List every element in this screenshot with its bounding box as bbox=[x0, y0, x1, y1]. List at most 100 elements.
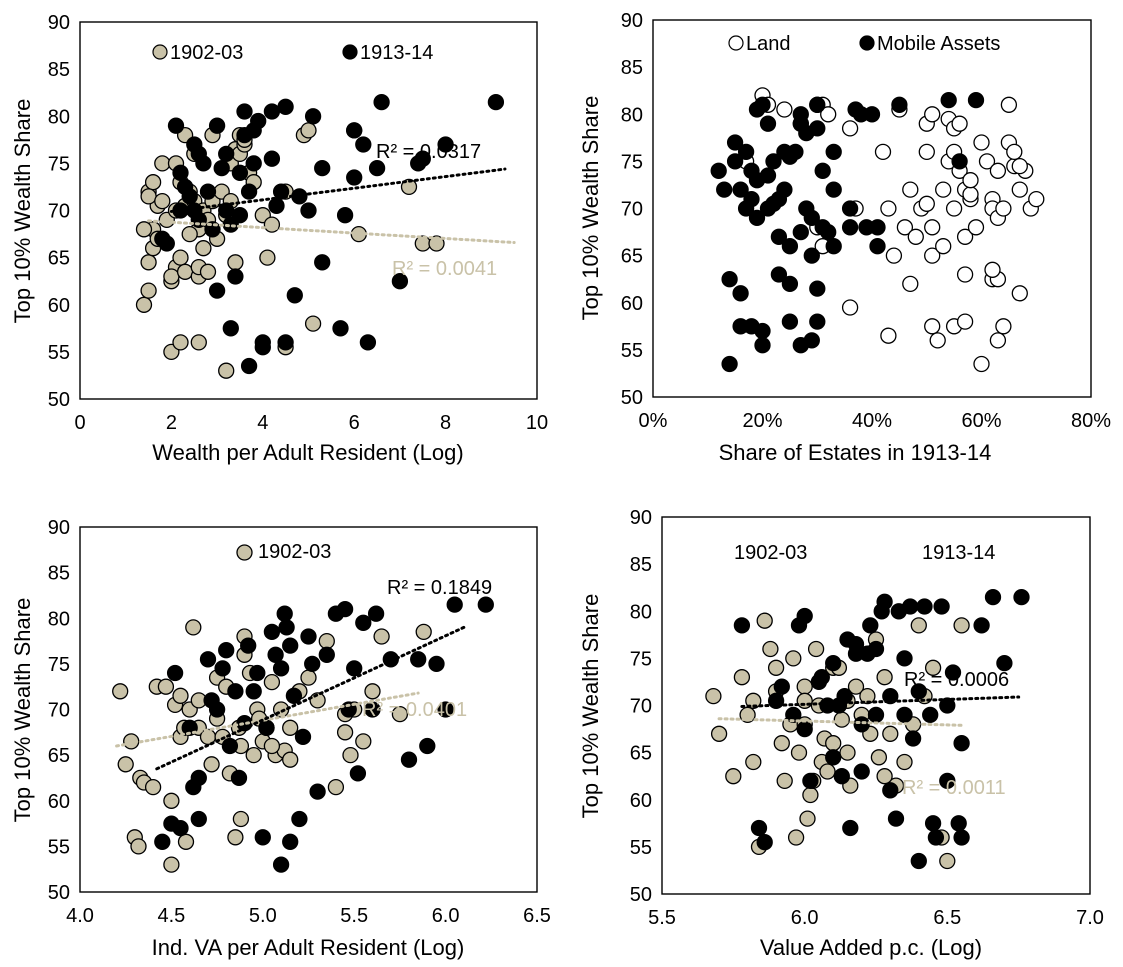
data-point bbox=[208, 282, 226, 299]
data-point bbox=[154, 155, 171, 172]
data-point bbox=[236, 544, 253, 561]
data-point bbox=[318, 632, 335, 650]
x-axis-title: Value Added p.c. (Log) bbox=[760, 935, 982, 960]
data-point bbox=[195, 240, 212, 257]
y-tick-label: 90 bbox=[48, 517, 70, 539]
y-tick-label: 55 bbox=[621, 340, 643, 362]
data-point bbox=[973, 355, 990, 373]
data-point bbox=[263, 103, 281, 120]
data-point bbox=[349, 765, 367, 782]
data-point bbox=[245, 683, 262, 700]
x-tick-label: 6.5 bbox=[523, 905, 551, 927]
chart-panel-2: 50 55 60 65 70 75 80 85 90 0% 20% 40% 60% 80% Land M… bbox=[578, 10, 1111, 465]
data-point bbox=[859, 687, 876, 705]
data-point bbox=[765, 153, 782, 170]
data-point bbox=[803, 332, 820, 349]
data-point bbox=[428, 235, 445, 252]
y-tick-label: 80 bbox=[630, 601, 652, 623]
data-point bbox=[208, 701, 226, 718]
data-point bbox=[819, 763, 836, 780]
data-point bbox=[896, 706, 913, 724]
data-point bbox=[135, 221, 153, 238]
data-point bbox=[208, 117, 226, 134]
data-point bbox=[924, 318, 941, 335]
data-point bbox=[158, 235, 175, 252]
trend-line bbox=[169, 167, 507, 213]
data-point bbox=[227, 254, 244, 271]
data-point bbox=[825, 238, 842, 255]
data-point bbox=[756, 834, 773, 851]
x-tick-label: 6.0 bbox=[791, 907, 819, 929]
legend-label-1902: 1902-03 bbox=[734, 542, 807, 564]
data-point bbox=[953, 617, 970, 634]
data-point bbox=[876, 768, 893, 785]
x-tick-label: 60% bbox=[961, 410, 1001, 432]
data-point bbox=[796, 692, 813, 709]
y-tick-label: 60 bbox=[48, 791, 70, 813]
data-point bbox=[953, 829, 970, 846]
y-tick-label: 70 bbox=[621, 199, 643, 221]
y-tick-label: 75 bbox=[48, 153, 70, 175]
data-point bbox=[263, 216, 281, 233]
data-point bbox=[880, 327, 897, 344]
data-point bbox=[172, 164, 189, 181]
x-axis-title: Wealth per Adult Resident (Log) bbox=[152, 440, 463, 465]
legend: 1902-03 bbox=[258, 541, 331, 563]
data-point bbox=[1013, 588, 1030, 606]
x-tick-label: 6.0 bbox=[432, 905, 460, 927]
data-point bbox=[391, 705, 409, 723]
legend-label-mobile: Mobile Assets bbox=[877, 33, 1000, 55]
chart-panel-4: 50 55 60 65 70 75 80 85 90 5.5 6.0 6.5 7.0 1902-03 … bbox=[578, 507, 1104, 960]
data-point bbox=[227, 268, 244, 285]
data-point bbox=[166, 664, 184, 682]
data-point bbox=[956, 266, 974, 283]
data-point bbox=[140, 254, 157, 271]
data-point bbox=[951, 153, 968, 170]
y-tick-label: 80 bbox=[48, 106, 70, 128]
r2-label-1913: R² = 0.0006 bbox=[904, 669, 1009, 691]
data-point bbox=[231, 164, 249, 181]
data-point bbox=[995, 318, 1012, 335]
legend-label-1913: 1913-14 bbox=[922, 542, 995, 564]
trend-line bbox=[147, 219, 516, 245]
data-point bbox=[876, 593, 893, 610]
y-tick-label: 60 bbox=[630, 790, 652, 812]
data-point bbox=[446, 596, 463, 613]
data-point bbox=[867, 640, 885, 658]
y-tick-label: 90 bbox=[48, 12, 70, 34]
data-point bbox=[825, 735, 842, 752]
data-point bbox=[428, 655, 445, 673]
plot-frame bbox=[79, 526, 538, 893]
data-point bbox=[754, 322, 771, 340]
y-tick-label: 85 bbox=[48, 59, 70, 81]
x-tick-label: 4.5 bbox=[157, 905, 185, 927]
data-point bbox=[181, 225, 198, 243]
trend-line bbox=[115, 691, 420, 748]
data-point bbox=[876, 669, 893, 686]
y-axis-title: Top 10% Wealth Share bbox=[10, 598, 35, 823]
data-point bbox=[285, 687, 303, 704]
data-point bbox=[227, 683, 244, 700]
data-point bbox=[902, 598, 919, 615]
x-tick-labels: 4.0 4.5 5.0 5.5 6.0 6.5 bbox=[66, 905, 551, 927]
data-point bbox=[781, 275, 799, 293]
data-point bbox=[776, 772, 793, 790]
data-point bbox=[962, 186, 979, 203]
data-point bbox=[967, 91, 985, 109]
data-point bbox=[973, 617, 990, 634]
data-point bbox=[792, 223, 809, 241]
data-point bbox=[726, 153, 744, 170]
y-tick-label: 60 bbox=[621, 293, 643, 315]
x-tick-label: 20% bbox=[742, 410, 782, 432]
y-tick-labels: 50 55 60 65 70 75 80 85 90 bbox=[48, 517, 70, 904]
data-point bbox=[190, 334, 207, 351]
data-point bbox=[373, 93, 390, 111]
data-point bbox=[218, 362, 235, 379]
data-point bbox=[318, 646, 335, 663]
data-point bbox=[880, 200, 897, 217]
data-point bbox=[487, 93, 505, 111]
data-point bbox=[973, 134, 990, 151]
trend-lines bbox=[717, 695, 1021, 727]
data-point bbox=[902, 181, 919, 198]
data-point bbox=[933, 598, 950, 615]
